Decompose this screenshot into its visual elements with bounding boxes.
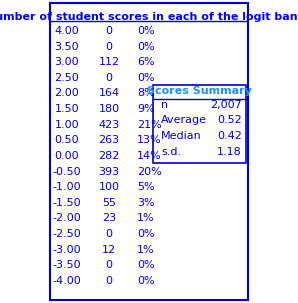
Text: 423: 423 (98, 120, 119, 130)
Text: Median: Median (161, 131, 202, 141)
Text: 3%: 3% (137, 198, 155, 208)
Text: 0: 0 (105, 42, 112, 52)
Bar (153, 85, 246, 163)
Text: 0.00: 0.00 (55, 151, 79, 161)
Text: 112: 112 (98, 57, 119, 67)
Text: 0%: 0% (137, 26, 155, 36)
Text: 3.00: 3.00 (55, 57, 79, 67)
Text: 9%: 9% (137, 104, 155, 114)
Text: 0%: 0% (137, 229, 155, 239)
Text: 4.00: 4.00 (55, 26, 79, 36)
Text: 6%: 6% (137, 57, 155, 67)
Text: s.d.: s.d. (161, 147, 181, 157)
Text: -2.00: -2.00 (53, 213, 81, 223)
Text: 8%: 8% (137, 88, 155, 98)
Text: 393: 393 (98, 167, 119, 177)
Text: 0: 0 (105, 26, 112, 36)
Text: Number of student scores in each of the logit bands: Number of student scores in each of the … (0, 12, 298, 22)
Text: 0%: 0% (137, 73, 155, 83)
Text: 0: 0 (105, 73, 112, 83)
Text: 1%: 1% (137, 245, 155, 255)
Text: 1.00: 1.00 (55, 120, 79, 130)
Text: 14%: 14% (137, 151, 162, 161)
Text: 1.18: 1.18 (217, 147, 242, 157)
Text: n: n (161, 100, 168, 110)
Text: 2,007: 2,007 (210, 100, 242, 110)
Text: -3.00: -3.00 (53, 245, 81, 255)
Text: 3.50: 3.50 (55, 42, 79, 52)
Text: -1.00: -1.00 (53, 182, 81, 192)
Text: 0: 0 (105, 260, 112, 270)
Text: -0.50: -0.50 (53, 167, 81, 177)
Text: 0: 0 (105, 229, 112, 239)
Text: Scores Summary: Scores Summary (147, 86, 252, 96)
Text: 12: 12 (102, 245, 116, 255)
Text: 55: 55 (102, 198, 116, 208)
Text: 5%: 5% (137, 182, 155, 192)
Text: 0%: 0% (137, 42, 155, 52)
Text: 180: 180 (98, 104, 119, 114)
Text: 0.52: 0.52 (217, 115, 242, 125)
Text: Average: Average (161, 115, 207, 125)
Text: 2.50: 2.50 (55, 73, 79, 83)
Text: 164: 164 (98, 88, 119, 98)
Text: 23: 23 (102, 213, 116, 223)
Text: -3.50: -3.50 (53, 260, 81, 270)
Text: 20%: 20% (137, 167, 162, 177)
Text: 282: 282 (98, 151, 120, 161)
Text: 21%: 21% (137, 120, 162, 130)
Text: 0%: 0% (137, 260, 155, 270)
Text: 0.42: 0.42 (217, 131, 242, 141)
Text: 0%: 0% (137, 276, 155, 286)
Text: 263: 263 (98, 135, 119, 145)
Text: 0: 0 (105, 276, 112, 286)
Text: -1.50: -1.50 (53, 198, 81, 208)
Text: 1%: 1% (137, 213, 155, 223)
Text: 100: 100 (99, 182, 119, 192)
Text: 2.00: 2.00 (55, 88, 79, 98)
Text: 1.50: 1.50 (55, 104, 79, 114)
Text: -4.00: -4.00 (53, 276, 81, 286)
Text: 0.50: 0.50 (55, 135, 79, 145)
Text: -2.50: -2.50 (53, 229, 81, 239)
Text: 13%: 13% (137, 135, 162, 145)
